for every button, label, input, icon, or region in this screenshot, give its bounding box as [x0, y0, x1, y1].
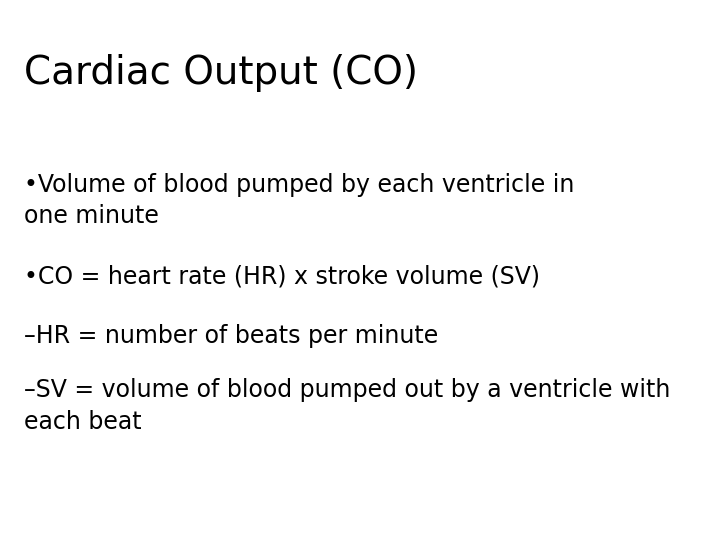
Text: –SV = volume of blood pumped out by a ventricle with
each beat: –SV = volume of blood pumped out by a ve… — [24, 378, 671, 434]
Text: •CO = heart rate (HR) x stroke volume (SV): •CO = heart rate (HR) x stroke volume (S… — [24, 265, 541, 288]
Text: –HR = number of beats per minute: –HR = number of beats per minute — [24, 324, 438, 348]
Text: •Volume of blood pumped by each ventricle in
one minute: •Volume of blood pumped by each ventricl… — [24, 173, 575, 228]
Text: Cardiac Output (CO): Cardiac Output (CO) — [24, 54, 418, 92]
